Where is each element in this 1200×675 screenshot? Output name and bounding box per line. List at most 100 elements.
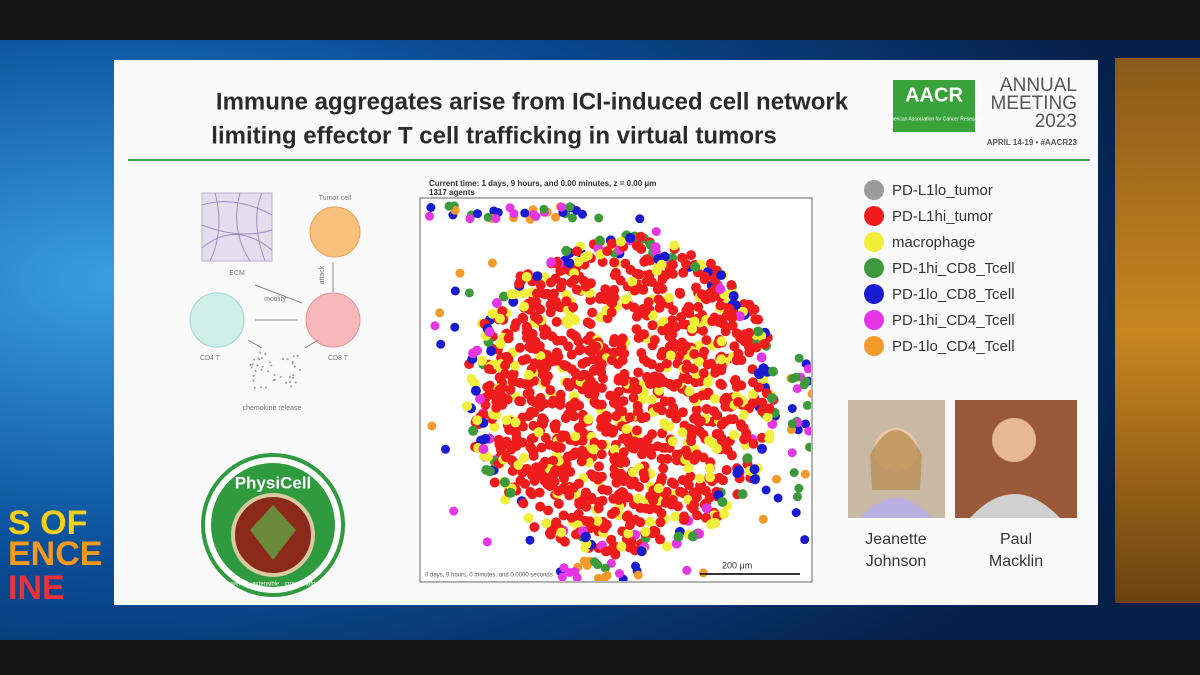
cell xyxy=(733,397,744,407)
cell xyxy=(557,572,567,581)
physicell-core xyxy=(250,505,296,560)
cell xyxy=(764,403,775,414)
diagram-label: CD8 T xyxy=(328,355,349,362)
cell xyxy=(541,518,552,529)
cell xyxy=(688,531,698,542)
cell xyxy=(633,493,644,504)
cell xyxy=(651,227,661,237)
chemokine xyxy=(264,353,267,356)
cell xyxy=(664,378,675,389)
cell xyxy=(654,362,665,373)
cell xyxy=(450,322,460,332)
cell xyxy=(532,288,542,299)
cell xyxy=(571,331,581,342)
chemokine xyxy=(260,386,262,389)
cell xyxy=(564,381,575,392)
cell xyxy=(593,503,604,514)
cell xyxy=(529,471,540,482)
cell xyxy=(646,449,657,460)
cell xyxy=(633,367,644,378)
cell xyxy=(427,421,437,431)
cell xyxy=(586,494,597,505)
photo-face xyxy=(992,418,1036,462)
cell xyxy=(653,378,664,389)
cell xyxy=(481,465,492,475)
diagram-label: attack xyxy=(319,265,326,284)
cell xyxy=(553,485,564,496)
chemokine xyxy=(250,366,253,369)
cell xyxy=(537,471,548,481)
cell xyxy=(666,477,677,488)
cell xyxy=(514,278,524,289)
cell xyxy=(561,245,572,256)
cell xyxy=(525,535,535,545)
cell xyxy=(606,558,616,568)
cell xyxy=(683,374,693,385)
cell xyxy=(620,294,631,305)
cell xyxy=(466,373,477,384)
cell xyxy=(668,407,679,417)
chemokine xyxy=(292,355,295,358)
cell xyxy=(500,368,510,379)
cell xyxy=(633,570,643,580)
cell xyxy=(498,291,509,302)
cell xyxy=(805,442,811,452)
cell xyxy=(570,431,581,442)
cell xyxy=(487,308,498,319)
cell xyxy=(521,463,532,474)
cell xyxy=(606,355,617,366)
cell xyxy=(514,396,525,407)
chemokine xyxy=(252,379,255,382)
cell xyxy=(565,202,575,212)
cell xyxy=(702,377,713,388)
chemokine xyxy=(270,364,273,367)
cell xyxy=(800,535,810,545)
cell xyxy=(583,414,594,425)
cell xyxy=(556,527,567,538)
cell xyxy=(582,317,593,328)
cell xyxy=(470,385,481,396)
cell xyxy=(695,416,706,427)
cell xyxy=(642,434,653,445)
event-name: MEETING xyxy=(990,93,1077,114)
photo-top xyxy=(860,498,932,518)
cell xyxy=(712,410,723,421)
cell xyxy=(706,292,717,303)
cell xyxy=(678,267,689,278)
cell xyxy=(640,526,651,537)
cell xyxy=(703,387,714,398)
cell xyxy=(662,541,672,552)
cell xyxy=(559,563,569,573)
cell xyxy=(744,327,755,338)
cell xyxy=(706,519,716,530)
cell xyxy=(715,300,726,311)
logo-subtitle: American Association for Cancer Research xyxy=(886,116,982,122)
person-name: Paul xyxy=(1000,531,1032,548)
cell xyxy=(757,443,767,454)
arrows xyxy=(247,262,334,349)
cell xyxy=(450,286,460,296)
cell xyxy=(533,314,544,325)
chemokine xyxy=(259,351,262,354)
cell xyxy=(489,421,500,432)
diagram-label: chemokine release xyxy=(243,405,302,412)
cell xyxy=(570,397,580,408)
cell xyxy=(576,456,587,467)
cell xyxy=(543,505,554,516)
cell xyxy=(656,350,667,361)
cell xyxy=(577,358,588,369)
cell xyxy=(519,301,529,312)
cell xyxy=(656,453,667,464)
cell xyxy=(753,314,764,325)
event-year: 2023 xyxy=(1035,111,1077,132)
cell xyxy=(537,459,548,470)
cell xyxy=(545,385,556,396)
cell xyxy=(501,415,512,426)
cell xyxy=(621,424,632,434)
cell xyxy=(684,304,694,315)
cell xyxy=(801,376,811,386)
cell xyxy=(582,334,593,345)
person-name: Macklin xyxy=(989,553,1043,570)
cell xyxy=(551,316,562,327)
cell xyxy=(715,378,726,389)
